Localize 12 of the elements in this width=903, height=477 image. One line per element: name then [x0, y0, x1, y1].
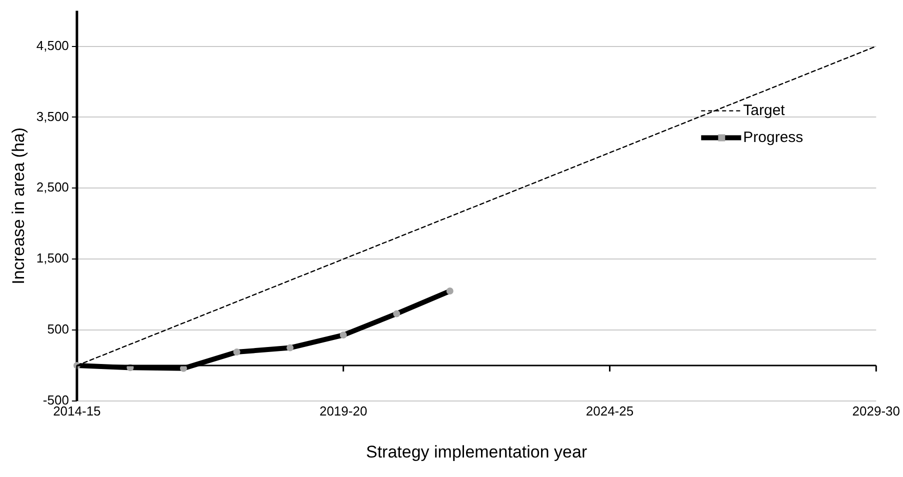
y-tick-label: 4,500	[36, 38, 69, 53]
y-tick-label: 2,500	[36, 180, 69, 195]
x-tick-label: 2024-25	[586, 403, 634, 418]
legend-label: Progress	[743, 128, 804, 146]
x-axis-title: Strategy implementation year	[366, 442, 588, 462]
y-tick-label: 500	[47, 322, 69, 337]
y-axis-title: Increase in area (ha)	[8, 127, 28, 284]
y-tick-label: 1,500	[36, 250, 69, 266]
x-tick-label: 2019-20	[319, 403, 368, 418]
legend-label: Target	[743, 102, 786, 119]
x-tick-label: 2029-30	[852, 403, 900, 418]
y-tick-label: 3,500	[36, 108, 69, 124]
